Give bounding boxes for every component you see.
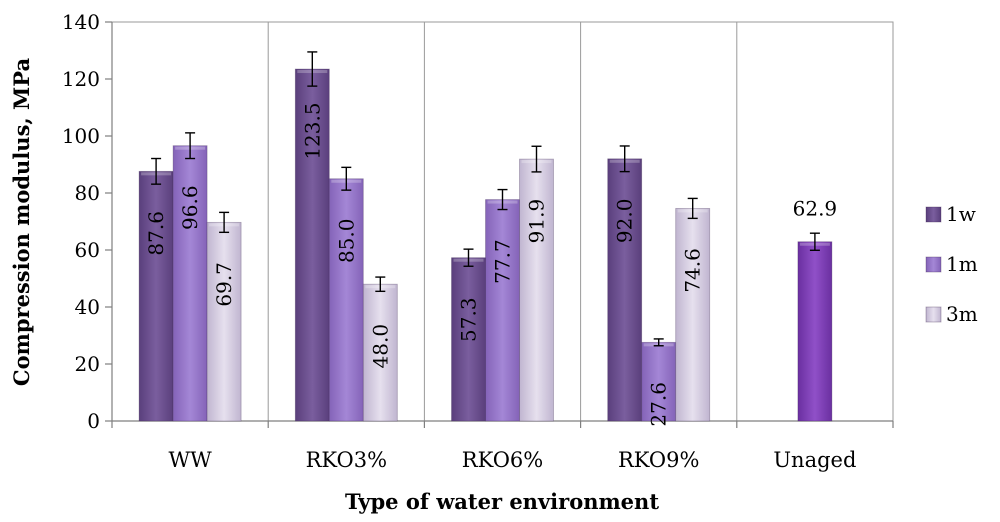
- bar-1m: [328, 178, 364, 422]
- y-tick-label: 100: [62, 124, 100, 148]
- bar-1m: [797, 241, 833, 422]
- y-tick-label: 140: [62, 10, 100, 34]
- legend-swatch-3m: [925, 306, 942, 323]
- data-label: 57.3: [457, 297, 481, 342]
- bar-3m: [519, 158, 554, 422]
- bar-1w: [451, 257, 486, 422]
- data-label: 77.7: [491, 239, 515, 284]
- data-label: 96.6: [178, 185, 202, 230]
- data-label: 48.0: [368, 324, 392, 369]
- error-bars: [151, 51, 820, 347]
- x-category-labels: WW RKO3% RKO6% RKO9% Unaged: [169, 448, 857, 472]
- data-label: 87.6: [144, 211, 168, 256]
- x-category-label: RKO9%: [618, 448, 699, 472]
- data-label: 62.9: [793, 197, 838, 221]
- bar-1m: [485, 199, 520, 422]
- x-category-label: WW: [169, 448, 213, 472]
- y-tick-labels: 0 20 40 60 80 100 120 140: [62, 10, 100, 433]
- legend: 1w 1m 3m: [925, 202, 978, 326]
- data-label: 69.7: [212, 262, 236, 307]
- legend-swatch-1m: [925, 256, 942, 273]
- legend-label-1m: 1m: [946, 252, 978, 276]
- y-tick-label: 0: [87, 409, 100, 433]
- y-tick-label: 80: [75, 181, 100, 205]
- legend-label-1w: 1w: [946, 202, 976, 226]
- data-label: 123.5: [300, 102, 324, 159]
- y-axis-title: Compression modulus, MPa: [9, 58, 34, 387]
- legend-swatch-1w: [925, 206, 942, 223]
- y-tick-label: 60: [75, 238, 100, 262]
- data-label: 74.6: [681, 248, 705, 293]
- bar-1w: [607, 158, 643, 422]
- data-label: 91.9: [525, 199, 549, 244]
- legend-label-3m: 3m: [946, 302, 978, 326]
- y-tick-label: 20: [75, 352, 100, 376]
- bar-3m: [362, 283, 398, 422]
- x-category-label: RKO6%: [462, 448, 543, 472]
- bar-3m: [206, 221, 242, 422]
- bar-3m: [675, 207, 711, 422]
- bar-1w: [138, 170, 174, 422]
- data-label: 27.6: [647, 382, 671, 427]
- y-tick-label: 40: [75, 295, 100, 319]
- bars: [138, 68, 833, 422]
- x-category-label: RKO3%: [306, 448, 387, 472]
- x-category-label: Unaged: [773, 448, 856, 472]
- bar-1m: [172, 145, 208, 422]
- y-tick-label: 120: [62, 67, 100, 91]
- data-label: 85.0: [334, 218, 358, 263]
- x-axis-title: Type of water environment: [345, 489, 659, 514]
- data-label: 92.0: [613, 199, 637, 244]
- data-labels: 87.6 96.6 69.7 123.5 85.0 48.0 57.3 77.7 91.9 92.…: [144, 102, 837, 426]
